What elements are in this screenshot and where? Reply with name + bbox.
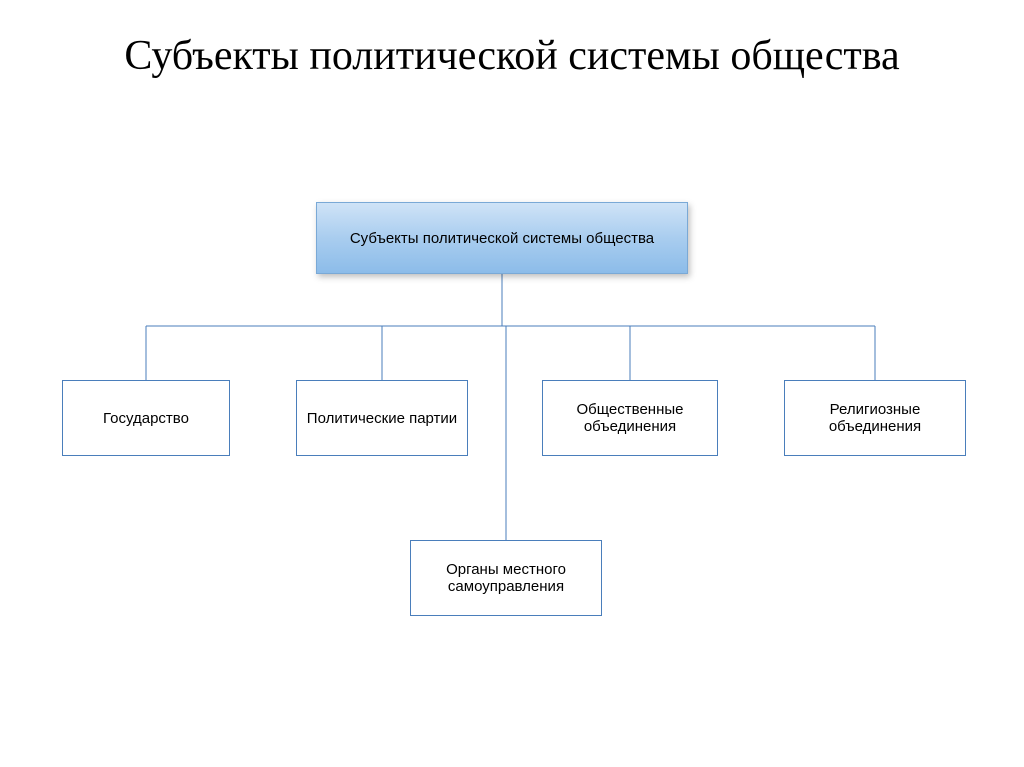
node-label: Религиозные объединения	[793, 401, 957, 435]
leaf-node-relig: Религиозные объединения	[784, 380, 966, 456]
leaf-node-public: Общественные объединения	[542, 380, 718, 456]
node-label: Государство	[103, 410, 189, 427]
root-node: Субъекты политической системы общества	[316, 202, 688, 274]
node-label: Политические партии	[307, 410, 457, 427]
leaf-node-local: Органы местного самоуправления	[410, 540, 602, 616]
node-label: Субъекты политической системы общества	[350, 230, 654, 247]
leaf-node-party: Политические партии	[296, 380, 468, 456]
node-label: Органы местного самоуправления	[419, 561, 593, 595]
leaf-node-gov: Государство	[62, 380, 230, 456]
page-title: Субъекты политической системы общества	[0, 0, 1024, 80]
node-label: Общественные объединения	[551, 401, 709, 435]
